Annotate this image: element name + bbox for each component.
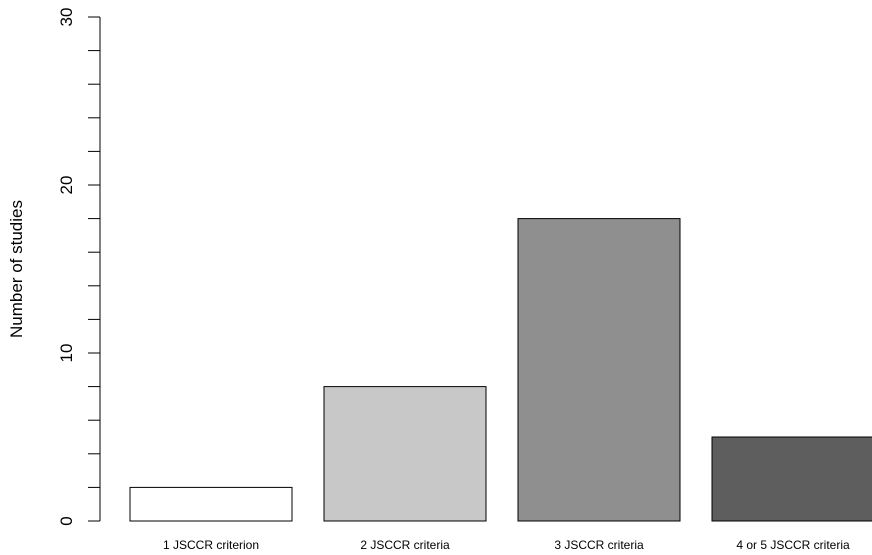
bar-2 [323,386,487,522]
y-tick-label: 0 [57,516,76,525]
y-tick-label: 10 [57,344,76,363]
y-tick-label: 20 [57,176,76,195]
x-category-label: 3 JSCCR criteria [554,538,644,552]
x-category-label: 4 or 5 JSCCR criteria [736,538,850,552]
x-category-label: 2 JSCCR criteria [360,538,450,552]
bars [129,218,872,522]
y-axis-title: Number of studies [7,200,26,338]
x-category-label: 1 JSCCR criterion [163,538,259,552]
bar-3 [517,218,681,522]
x-axis-labels: 1 JSCCR criterion 2 JSCCR criteria 3 JSCCR… [163,538,850,552]
y-axis: 0 10 20 30 [57,8,101,526]
bar-1 [129,486,293,522]
y-tick-label: 30 [57,8,76,27]
bar-4 [711,436,872,522]
